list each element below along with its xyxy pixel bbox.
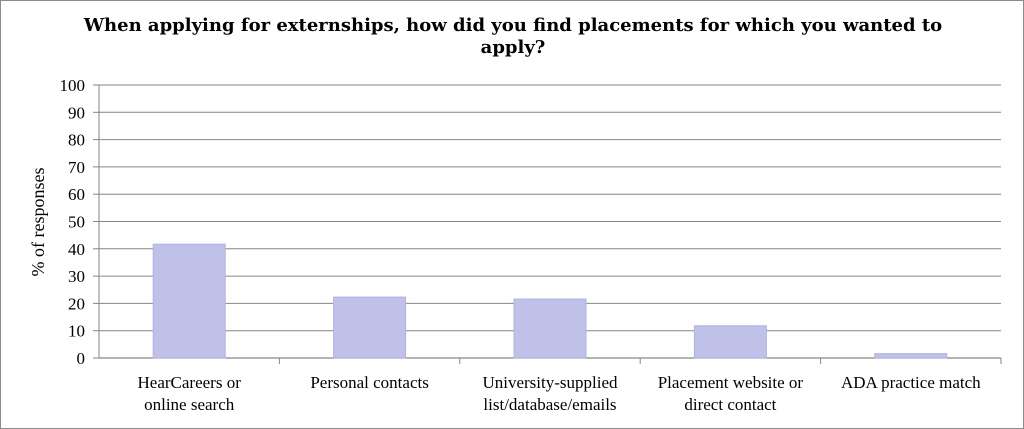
y-tick-label: 70 [68,158,85,177]
y-tick-label: 20 [68,294,85,313]
x-category-label: list/database/emails [483,395,616,414]
x-category-label: Personal contacts [310,373,429,392]
y-tick-label: 80 [68,131,85,150]
x-category-labels: HearCareers or online search Personal cont… [138,373,982,414]
bar [874,353,948,359]
y-tick-labels: 0 10 20 30 40 50 60 70 80 90 100 [60,76,86,368]
x-category-label: Placement website or [658,373,804,392]
x-category-label: University-supplied [482,373,618,392]
bar [333,296,407,359]
y-tick-label: 50 [68,213,85,232]
x-category-label: ADA practice match [841,373,981,392]
chart-title: When applying for externships, how did y… [83,15,943,58]
y-tick-label: 10 [68,322,85,341]
y-tick-label: 0 [77,349,86,368]
bar [513,298,587,359]
x-category-label: online search [144,395,235,414]
x-category-label: HearCareers or [138,373,242,392]
y-tick-label: 40 [68,240,85,259]
bars [152,243,948,359]
bar [152,243,226,359]
y-tick-label: 90 [68,103,85,122]
bar [693,325,767,359]
y-axis-title: % of responses [28,168,48,277]
x-category-label: direct contact [684,395,776,414]
y-tick-label: 30 [68,267,85,286]
y-tick-label: 60 [68,185,85,204]
y-tick-label: 100 [60,76,86,95]
